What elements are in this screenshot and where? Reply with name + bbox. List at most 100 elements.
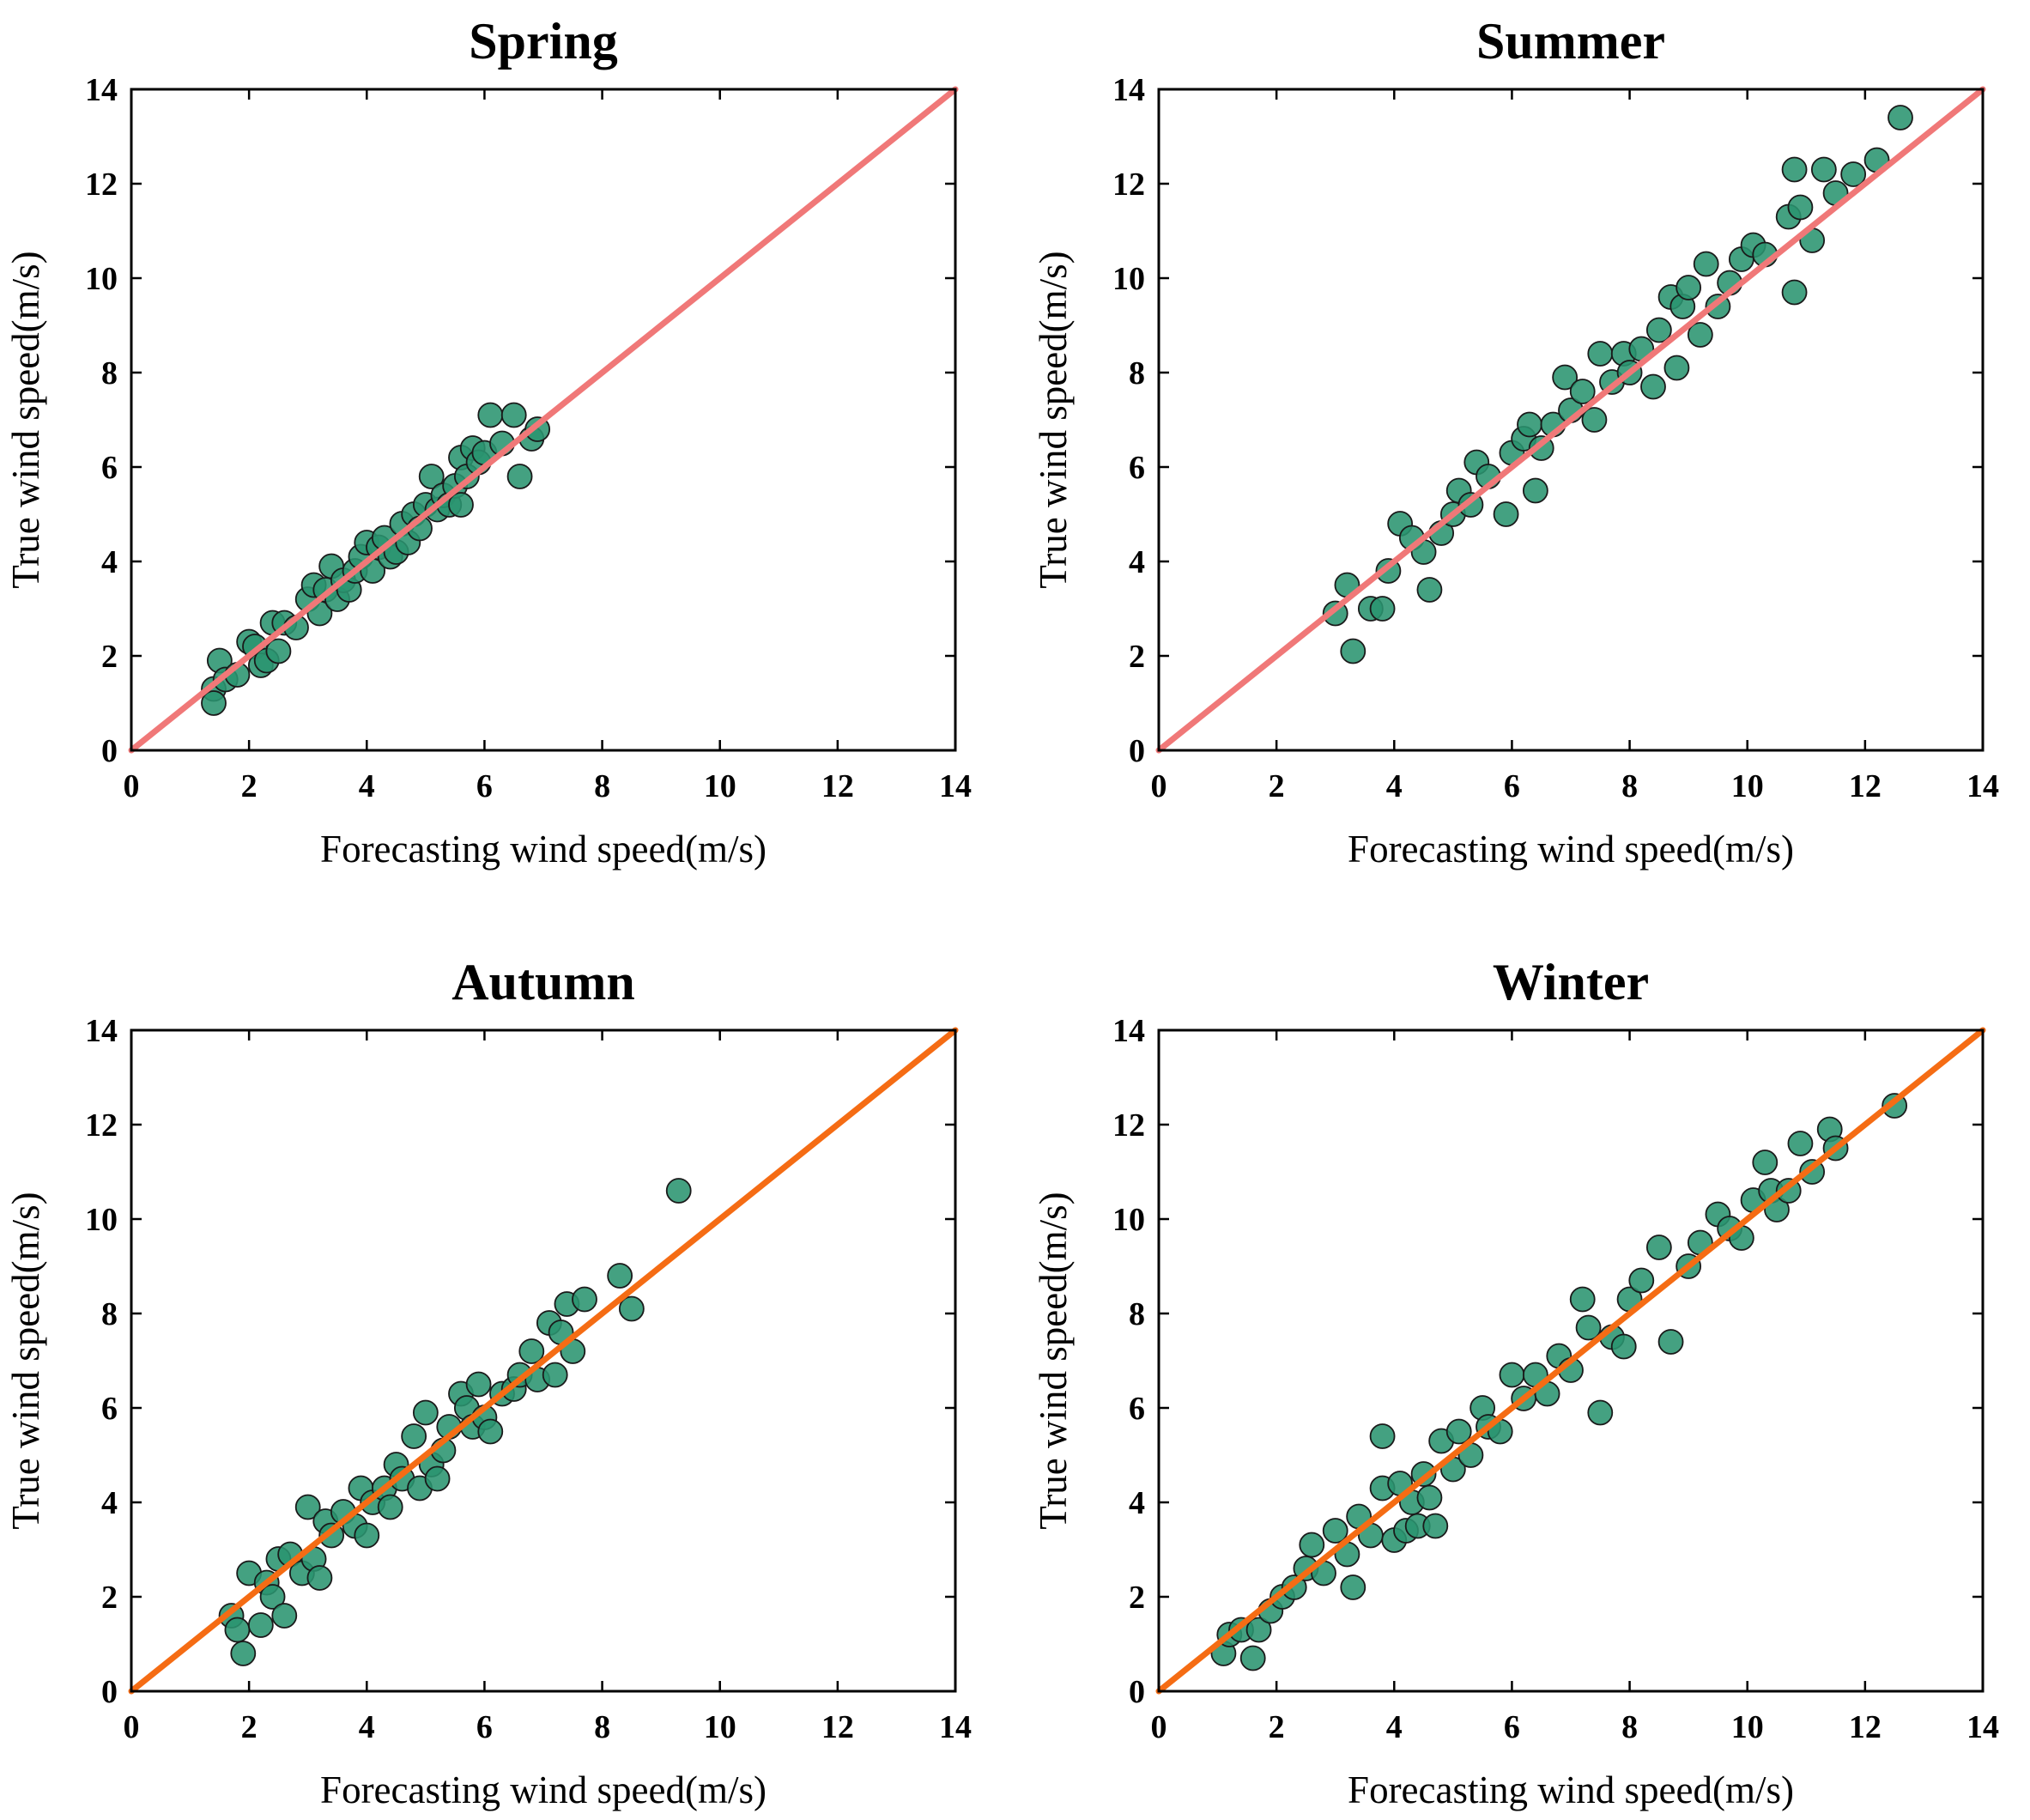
scatter-point <box>1299 1532 1325 1558</box>
x-tick-label: 0 <box>1151 768 1167 804</box>
plot-frame <box>1157 88 1985 752</box>
x-tick-label: 8 <box>1621 768 1638 804</box>
reference-line <box>128 1027 959 1695</box>
x-tick-label: 8 <box>594 1709 610 1745</box>
y-tick-label: 6 <box>101 450 118 486</box>
y-tick-label: 2 <box>101 1580 118 1616</box>
scatter-point <box>271 1603 298 1629</box>
x-tick-label: 6 <box>1504 768 1520 804</box>
panel-title: Summer <box>1476 13 1665 70</box>
scatter-point <box>1575 1314 1602 1341</box>
y-tick-label: 14 <box>85 72 118 108</box>
scatter-point <box>1640 373 1666 400</box>
scatter-point <box>477 402 504 428</box>
scatter-point <box>306 1565 333 1591</box>
y-tick-label: 12 <box>85 1107 118 1144</box>
y-tick-label: 4 <box>101 1485 118 1521</box>
x-axis-label: Forecasting wind speed(m/s) <box>1348 1768 1794 1811</box>
plot-frame <box>1157 1028 1985 1693</box>
y-tick-label: 0 <box>101 1674 118 1710</box>
scatter-point <box>506 464 533 489</box>
y-tick-label: 4 <box>1129 544 1145 580</box>
scatter-point <box>1322 1518 1348 1544</box>
y-tick-label: 12 <box>85 167 118 203</box>
scatter-point <box>1657 1329 1684 1355</box>
scatter-point <box>230 1641 257 1666</box>
scatter-point <box>412 1399 439 1426</box>
y-tick-label: 0 <box>1129 733 1145 769</box>
reference-line <box>1155 1027 1986 1695</box>
y-tick-label: 6 <box>1129 1391 1145 1427</box>
scatter-point <box>1787 1131 1814 1156</box>
scatter-point <box>1687 322 1713 348</box>
scatter-point <box>1781 156 1808 183</box>
reference-line <box>128 86 959 754</box>
y-axis-label: True wind speed(m/s) <box>1032 251 1075 588</box>
x-tick-label: 6 <box>476 1709 493 1745</box>
scatter-point <box>1645 1235 1672 1260</box>
panel-summer: Summer Forecasting wind speed(m/s) True … <box>1032 13 1999 871</box>
x-tick-label: 4 <box>359 1709 375 1745</box>
x-tick-label: 6 <box>1504 1709 1520 1745</box>
x-tick-label: 8 <box>594 768 610 804</box>
scatter-point <box>1445 1418 1472 1445</box>
x-tick-label: 4 <box>359 768 375 804</box>
scatter-point <box>1517 411 1542 438</box>
y-tick-label: 10 <box>85 261 118 297</box>
x-tick-label: 2 <box>241 768 258 804</box>
y-tick-label: 6 <box>1129 450 1145 486</box>
y-tick-label: 12 <box>1112 167 1145 203</box>
y-tick-label: 14 <box>1112 72 1145 108</box>
x-tick-label: 4 <box>1386 1709 1403 1745</box>
scatter-point <box>500 402 527 428</box>
scatter-point <box>294 1494 321 1520</box>
x-tick-label: 10 <box>704 768 736 804</box>
y-tick-label: 4 <box>101 544 118 580</box>
panel-spring: Spring Forecasting wind speed(m/s) True … <box>4 13 972 871</box>
scatter-point <box>1522 477 1548 504</box>
y-tick-label: 10 <box>1112 261 1145 297</box>
scatter-point <box>247 1612 274 1638</box>
y-axis-label: True wind speed(m/s) <box>1032 1192 1075 1529</box>
scatter-point <box>477 1418 504 1445</box>
x-tick-label: 12 <box>1849 1709 1882 1745</box>
x-tick-label: 12 <box>1849 768 1882 804</box>
y-tick-label: 10 <box>85 1202 118 1238</box>
x-tick-label: 8 <box>1621 1709 1638 1745</box>
x-tick-label: 10 <box>704 1709 736 1745</box>
x-tick-label: 12 <box>821 768 854 804</box>
panel-title: Spring <box>469 13 617 70</box>
x-tick-label: 14 <box>1966 1709 1999 1745</box>
reference-line <box>1155 86 1986 754</box>
y-tick-label: 12 <box>1112 1107 1145 1144</box>
scatter-point <box>1422 1513 1449 1539</box>
x-axis-label: Forecasting wind speed(m/s) <box>320 828 767 871</box>
x-tick-label: 2 <box>241 1709 258 1745</box>
scatter-point <box>259 1584 286 1610</box>
y-tick-label: 14 <box>1112 1013 1145 1049</box>
scatter-point <box>1581 407 1608 433</box>
scatter-point <box>1752 1150 1779 1175</box>
scatter-point <box>1499 1362 1525 1388</box>
scatter-point <box>1340 638 1366 664</box>
panel-winter: Winter Forecasting wind speed(m/s) True … <box>1032 954 1999 1811</box>
scatter-point <box>1369 596 1396 622</box>
scatter-point <box>224 1617 251 1643</box>
scatter-point <box>1663 355 1690 381</box>
x-axis-label: Forecasting wind speed(m/s) <box>1348 828 1794 871</box>
scatter-point <box>1587 341 1614 367</box>
y-tick-label: 8 <box>1129 355 1145 391</box>
scatter-point <box>1693 251 1719 277</box>
y-tick-label: 2 <box>101 639 118 675</box>
x-tick-label: 14 <box>1966 768 1999 804</box>
scatter-point <box>1239 1645 1266 1671</box>
scatter-point <box>665 1178 692 1204</box>
x-tick-label: 14 <box>939 768 972 804</box>
x-tick-label: 0 <box>124 1709 140 1745</box>
scatter-point <box>1340 1574 1366 1600</box>
scatter-point <box>1245 1617 1272 1643</box>
plot-frame <box>130 88 957 752</box>
scatter-point <box>401 1423 427 1449</box>
x-tick-label: 0 <box>124 768 140 804</box>
